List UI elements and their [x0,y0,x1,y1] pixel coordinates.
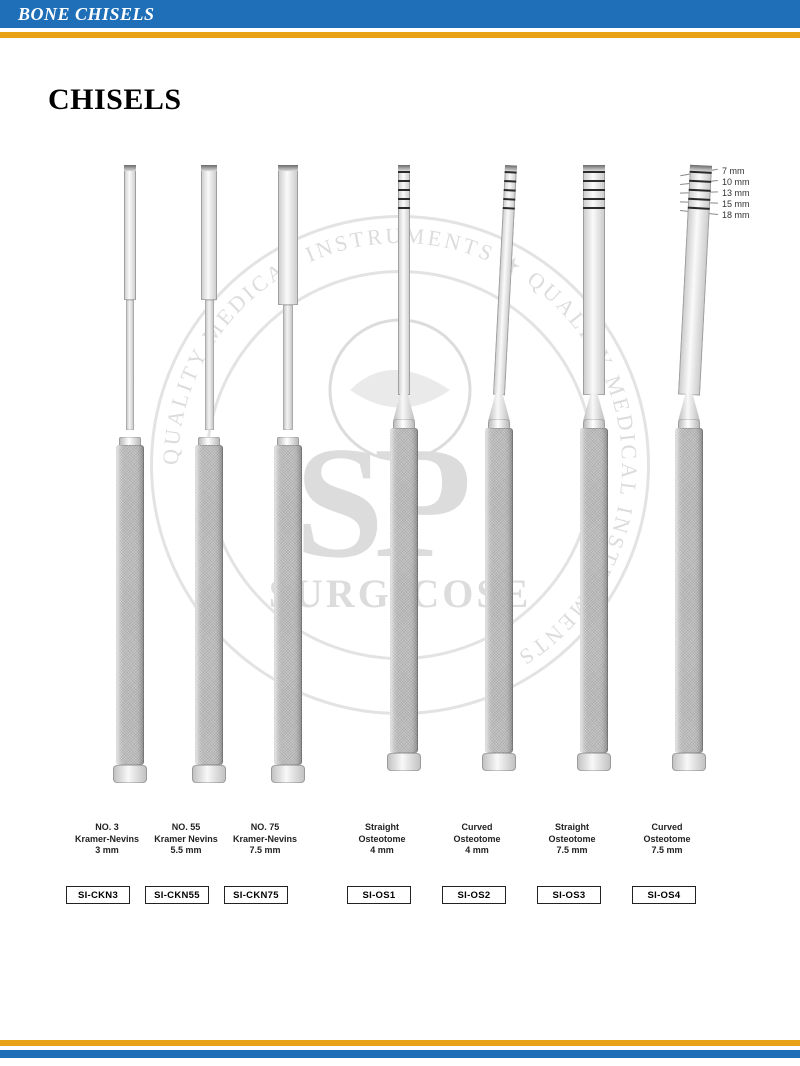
product-code: SI-OS2 [442,886,506,904]
end-ferrule [113,765,147,783]
handle [675,428,703,753]
instrument-os1 [370,165,430,805]
depth-mark [398,171,410,173]
blade [278,165,298,305]
page-title: CHISELS [48,83,800,117]
depth-mark [504,180,516,183]
instrument-label: NO. 3Kramer-Nevins3 mm [62,822,152,857]
depth-mark [583,189,605,191]
depth-mark [688,207,710,210]
shaft [283,305,293,430]
instrument-ckn75 [254,165,314,805]
depth-mark [583,198,605,200]
handle [580,428,608,753]
end-ferrule [577,753,611,771]
depth-mark [583,171,605,173]
neck [583,393,605,421]
blade [398,165,410,395]
end-ferrule [672,753,706,771]
depth-mark [583,180,605,182]
product-code: SI-OS3 [537,886,601,904]
handle [485,428,513,753]
gold-divider-top [0,32,800,38]
depth-mark [503,207,515,210]
shaft [205,300,214,430]
end-ferrule [192,765,226,783]
category-header: BONE CHISELS [0,0,800,28]
instrument-stage [0,165,800,815]
depth-mark [689,189,711,192]
product-code: SI-CKN75 [224,886,288,904]
depth-mark [504,189,516,192]
instrument-label: StraightOsteotome4 mm [337,822,427,857]
depth-mark [503,198,515,201]
blade [583,165,605,395]
instrument-os3 [560,165,620,805]
blade [124,165,136,300]
instrument-label: CurvedOsteotome4 mm [432,822,522,857]
instrument-label: NO. 55Kramer Nevins5.5 mm [141,822,231,857]
gold-divider-bottom [0,1040,800,1046]
handle [274,445,302,765]
instrument-label: CurvedOsteotome7.5 mm [622,822,712,857]
depth-mark [505,171,517,174]
depth-mark [583,207,605,209]
end-ferrule [271,765,305,783]
blade [493,165,517,395]
blade [678,165,712,396]
end-ferrule [387,753,421,771]
handle [390,428,418,753]
neck [393,393,415,421]
product-code: SI-OS4 [632,886,696,904]
blue-bar-bottom [0,1050,800,1058]
instrument-ckn55 [175,165,235,805]
depth-mark [398,207,410,209]
instrument-label: NO. 75Kramer-Nevins7.5 mm [220,822,310,857]
handle [116,445,144,765]
instrument-ckn3 [96,165,156,805]
neck [488,393,510,421]
depth-mark [398,180,410,182]
handle [195,445,223,765]
neck [678,393,700,421]
instrument-label: StraightOsteotome7.5 mm [527,822,617,857]
instrument-os2 [465,165,525,805]
instrument-os4 [655,165,715,805]
shaft [126,300,134,430]
product-code: SI-CKN55 [145,886,209,904]
blade [201,165,217,300]
product-code: SI-CKN3 [66,886,130,904]
depth-mark [688,198,710,201]
depth-mark [398,198,410,200]
end-ferrule [482,753,516,771]
depth-mark [689,180,711,183]
product-code: SI-OS1 [347,886,411,904]
depth-mark [398,189,410,191]
depth-mark [690,171,712,174]
